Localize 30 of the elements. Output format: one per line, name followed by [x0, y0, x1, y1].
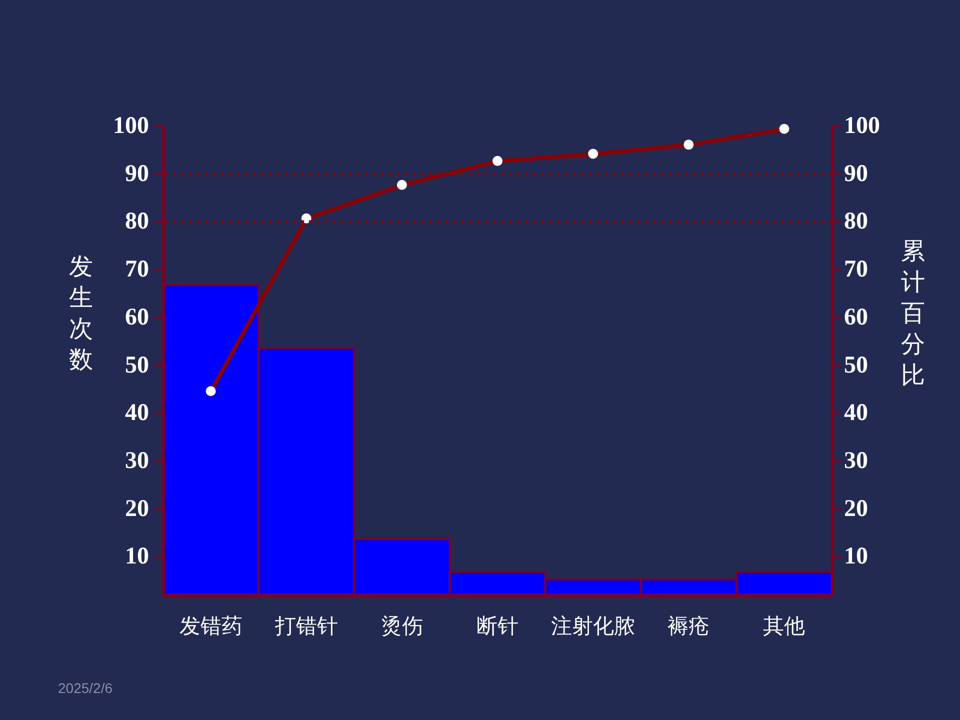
y-tick-label: 90 [125, 160, 149, 187]
y-tick-label: 60 [125, 304, 149, 330]
y2-tick-label: 40 [844, 400, 868, 426]
y2-tick-label: 10 [844, 544, 868, 570]
y2-tick-label: 20 [844, 496, 868, 522]
y-tick-label: 20 [125, 496, 149, 522]
y-tick-label: 80 [125, 208, 149, 235]
y-tick-label: 30 [125, 448, 149, 474]
y2-tick-label: 90 [844, 160, 868, 187]
y2-tick-label: 70 [844, 256, 868, 283]
y-tick-label: 50 [125, 352, 149, 378]
y2-tick-label: 80 [844, 208, 868, 235]
x-tick-label: 注射化脓 [551, 614, 636, 638]
x-tick-label: 烫伤 [380, 614, 423, 638]
x-tick-label: 褥疮 [668, 614, 710, 638]
x-tick-label: 断针 [476, 614, 518, 638]
y2-tick-label: 30 [844, 448, 868, 474]
x-tick-label: 打错针 [274, 614, 338, 638]
y-axis-title: 发生次数 [69, 252, 93, 374]
y2-tick-label: 100 [844, 113, 880, 139]
y-tick-label: 70 [125, 256, 149, 283]
x-tick-label: 发错药 [179, 614, 242, 638]
x-tick-label: 其他 [763, 614, 806, 638]
y2-axis-title: 累计百分比 [901, 237, 925, 389]
y-tick-label: 10 [125, 544, 149, 570]
y-tick-label: 100 [113, 113, 149, 139]
y2-tick-label: 60 [844, 304, 868, 330]
text: 2025/2/6 [58, 680, 113, 696]
y2-tick-label: 50 [844, 352, 868, 378]
y-tick-label: 40 [125, 400, 149, 426]
